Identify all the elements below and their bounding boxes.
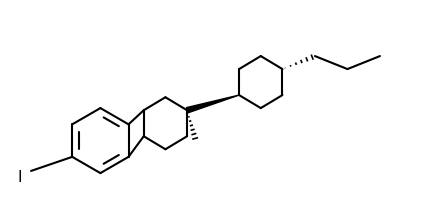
Text: I: I: [18, 170, 22, 185]
Polygon shape: [186, 95, 239, 113]
